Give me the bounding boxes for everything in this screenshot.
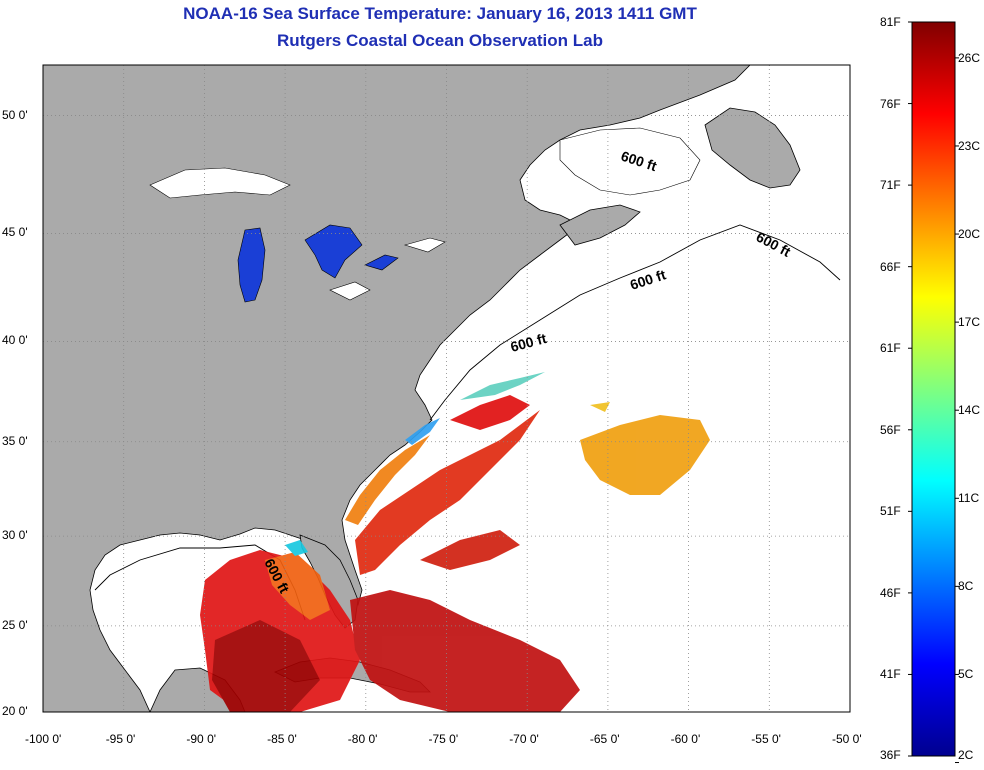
colorbar-ticks [908, 21, 959, 764]
lat-tick-label: 30 0' [2, 528, 28, 543]
colorbar-f-label: 61F [880, 341, 901, 356]
lake-huron [304, 224, 363, 279]
colorbar-f-label: 46F [880, 585, 901, 600]
lat-tick-label: 35 0' [2, 433, 28, 448]
lon-tick-label: -75 0' [428, 732, 459, 746]
lon-tick-label: -60 0' [670, 732, 701, 746]
sst-patches [200, 372, 710, 712]
lake-michigan [237, 227, 266, 303]
colorbar-f-label: 71F [880, 178, 901, 193]
colorbar-c-label: 14C [958, 403, 981, 418]
lon-tick-label: -50 0' [832, 732, 862, 746]
lon-tick-label: -85 0' [267, 732, 297, 746]
gulf-st-lawrence [559, 127, 701, 196]
lat-tick-label: 45 0' [2, 225, 28, 240]
land-nova-scotia [559, 204, 641, 246]
lake-superior [149, 167, 291, 199]
colorbar-f-label: 81F [880, 15, 901, 29]
lon-tick-label: -95 0' [105, 732, 136, 746]
lake-erie [364, 254, 399, 271]
lon-tick-label: -90 0' [186, 732, 217, 746]
lon-tick-label: -100 0' [25, 732, 62, 746]
colorbar-c-label: 2C [958, 748, 974, 762]
colorbar-c-label: 23C [958, 138, 981, 153]
colorbar-c-label: 8C [958, 579, 974, 594]
lon-tick-label: -65 0' [589, 732, 620, 746]
colorbar-f-label: 51F [880, 504, 901, 519]
lon-tick-label: -70 0' [509, 732, 539, 746]
colorbar-f-label: 66F [880, 259, 901, 274]
colorbar-f-label: 56F [880, 422, 901, 437]
colorbar-c-label: 26C [958, 50, 981, 65]
land-newfoundland [704, 107, 801, 189]
lat-tick-label: 50 0' [2, 107, 28, 122]
lon-tick-label: -55 0' [751, 732, 781, 746]
colorbar-f-label: 36F [880, 748, 901, 762]
hudson-bay-water [329, 281, 371, 301]
lat-tick-label: 40 0' [2, 333, 28, 348]
colorbar-c-label: 11C [958, 491, 980, 506]
contour-600ft-atlantic [429, 224, 841, 421]
lat-tick-label: 25 0' [2, 617, 28, 632]
colorbar-c-label: 20C [958, 227, 981, 242]
lake-ontario [403, 237, 446, 253]
colorbar-c-label: 17C [958, 315, 981, 330]
map-title: NOAA-16 Sea Surface Temperature: January… [183, 4, 697, 23]
colorbar-f-label: 76F [880, 96, 901, 111]
map-frame [42, 64, 851, 713]
colorbar [911, 21, 956, 757]
colorbar-c-label: 5C [958, 667, 974, 682]
lon-tick-label: -80 0' [347, 732, 378, 746]
map-grid [43, 65, 850, 712]
colorbar-f-label: 41F [880, 667, 901, 682]
map-subtitle: Rutgers Coastal Ocean Observation Lab [277, 31, 603, 50]
lat-tick-label: 20 0' [2, 704, 28, 718]
